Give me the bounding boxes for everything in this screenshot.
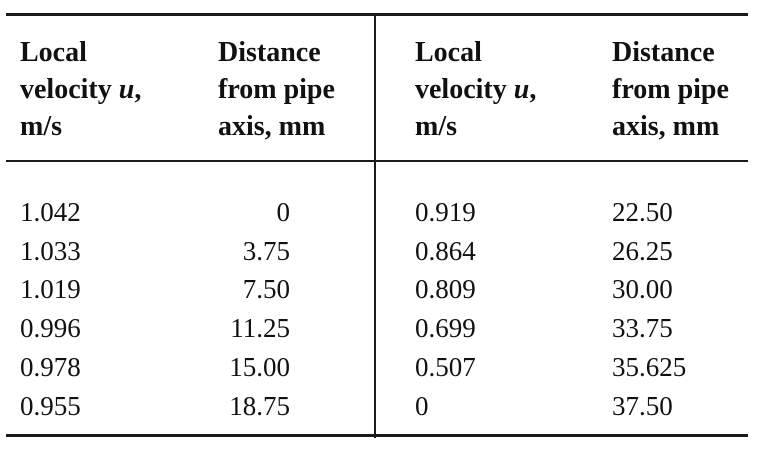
distance-cell: 35.625 [612, 352, 687, 382]
header-local-velocity-left: Local velocity u, m/s [20, 34, 141, 145]
distance-cell: 33.75 [612, 313, 673, 343]
velocity-cell: 0.978 [20, 352, 81, 382]
header-line: from pipe [612, 74, 729, 105]
header-line: Distance [612, 37, 715, 68]
velocity-cell: 1.033 [20, 236, 81, 266]
velocity-cell: 0.699 [415, 313, 476, 343]
header-line: from pipe [218, 74, 335, 105]
distance-cell: 30.00 [612, 274, 673, 304]
header-line: velocity u, [415, 71, 536, 108]
velocity-cell: 0.996 [20, 313, 81, 343]
header-distance-right: Distance from pipe axis, mm [612, 34, 729, 145]
header-local-velocity-right: Local velocity u, m/s [415, 34, 536, 145]
distance-cell: 22.50 [612, 197, 673, 227]
header-line: axis, mm [612, 111, 720, 142]
distance-cell: 15.00 [229, 352, 290, 382]
header-line: Distance [218, 37, 321, 68]
top-rule [6, 13, 748, 16]
bottom-rule [6, 434, 748, 437]
velocity-symbol: u [118, 74, 135, 105]
header-text: , [134, 74, 142, 105]
velocity-cell: 0 [415, 391, 429, 421]
header-text: velocity [20, 74, 119, 105]
velocity-cell: 0.864 [415, 236, 476, 266]
header-line: m/s [20, 111, 62, 142]
header-line: Local [20, 37, 87, 68]
velocity-cell: 1.019 [20, 274, 81, 304]
velocity-cell: 0.809 [415, 274, 476, 304]
header-line: axis, mm [218, 111, 326, 142]
distance-cell: 26.25 [612, 236, 673, 266]
header-line: velocity u, [20, 71, 141, 108]
header-line: Local [415, 37, 482, 68]
header-text: , [529, 74, 537, 105]
header-rule [6, 160, 748, 162]
column-divider [374, 16, 376, 438]
distance-cell: 7.50 [242, 274, 290, 304]
header-distance-left: Distance from pipe axis, mm [218, 34, 335, 145]
distance-cell: 11.25 [230, 313, 290, 343]
distance-cell: 37.50 [612, 391, 673, 421]
header-text: velocity [415, 74, 514, 105]
velocity-symbol: u [513, 74, 530, 105]
velocity-cell: 0.955 [20, 391, 81, 421]
distance-cell: 18.75 [229, 391, 290, 421]
velocity-cell: 0.507 [415, 352, 476, 382]
distance-cell: 0 [276, 197, 291, 227]
header-line: m/s [415, 111, 457, 142]
velocity-cell: 0.919 [415, 197, 476, 227]
distance-cell: 3.75 [242, 236, 290, 266]
velocity-cell: 1.042 [20, 197, 81, 227]
